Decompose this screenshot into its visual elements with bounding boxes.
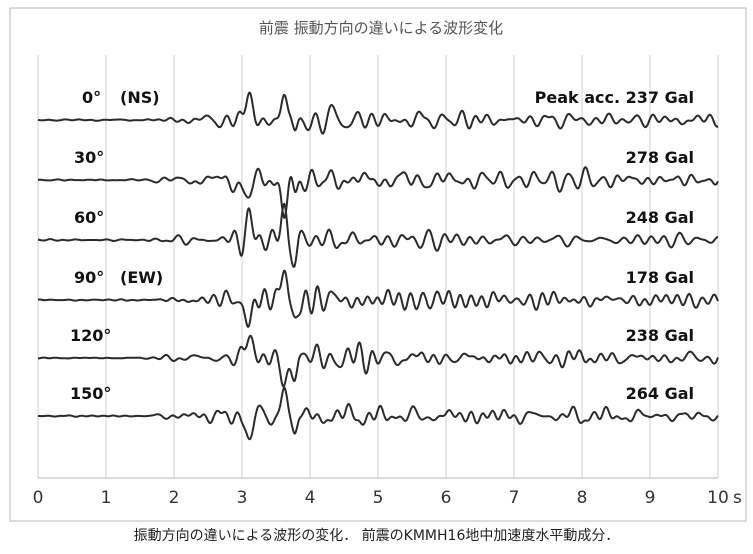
x-tick-label: 4: [305, 488, 316, 508]
trace-angle-label: 30°: [74, 148, 104, 167]
x-tick-label: 9: [645, 488, 656, 508]
trace-angle-label: 150°: [70, 384, 111, 403]
peak-acceleration-label: 264 Gal: [626, 384, 694, 403]
x-axis-ticks: 0 1 2 3 4 5 6 7 8 9 10 s: [33, 488, 742, 508]
peak-acceleration-label: 248 Gal: [626, 208, 694, 227]
waveform-trace: [37, 202, 719, 268]
trace-angle-label: 60°: [74, 208, 104, 227]
waveform-trace: [37, 91, 719, 135]
waveform-trace: [37, 166, 719, 219]
trace-angle-label: 120°: [70, 326, 111, 345]
x-tick-label: 1: [101, 488, 112, 508]
waveform-trace: [37, 334, 719, 388]
x-tick-label: 2: [169, 488, 180, 508]
x-tick-label: 3: [237, 488, 248, 508]
trace-angle-label: 90°: [74, 268, 104, 287]
x-tick-label: 7: [509, 488, 520, 508]
trace-component-label: (EW): [120, 268, 163, 287]
peak-acceleration-label: Peak acc. 237 Gal: [535, 88, 694, 107]
trace-component-label: (NS): [120, 88, 160, 107]
trace-angle-label: 0°: [82, 88, 101, 107]
x-unit-label: s: [733, 488, 742, 508]
trace-labels: 0° (NS) Peak acc. 237 Gal 30° 278 Gal 60° 248 …: [70, 88, 694, 403]
peak-acceleration-label: 278 Gal: [626, 148, 694, 167]
x-tick-label: 5: [373, 488, 384, 508]
x-tick-label: 8: [577, 488, 588, 508]
x-tick-label: 0: [33, 488, 44, 508]
peak-acceleration-label: 238 Gal: [626, 326, 694, 345]
waveform-trace: [37, 386, 719, 441]
x-tick-label: 10: [707, 488, 729, 508]
waveform-trace: [37, 269, 719, 328]
chart-title: 前震 振動方向の違いによる波形変化: [259, 19, 503, 37]
figure-caption: 振動方向の違いによる波形の変化． 前震のKMMH16地中加速度水平動成分．: [133, 528, 620, 544]
waveform-traces: [37, 91, 719, 441]
x-tick-label: 6: [441, 488, 452, 508]
peak-acceleration-label: 178 Gal: [626, 268, 694, 287]
